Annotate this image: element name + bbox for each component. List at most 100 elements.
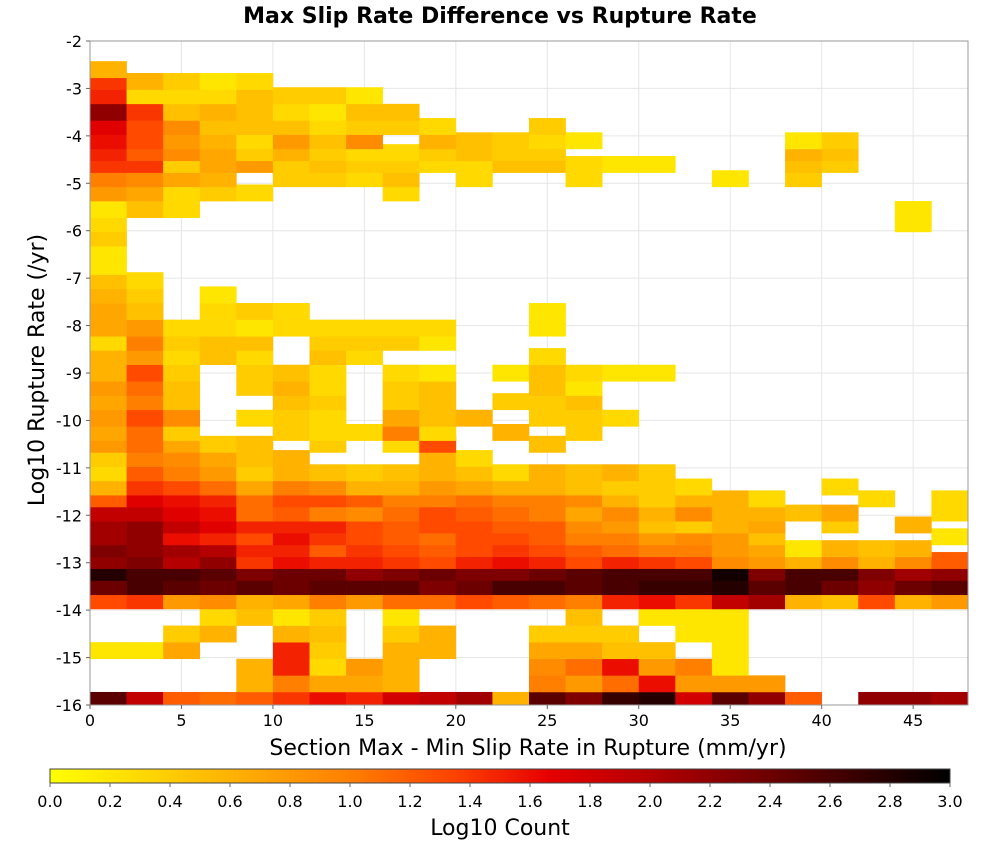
heatmap-cell bbox=[346, 423, 383, 441]
colorbar-tick-label: 1.4 bbox=[457, 792, 482, 811]
heatmap-cell bbox=[382, 423, 420, 441]
heatmap-cell bbox=[346, 578, 383, 596]
colorbar-tick-label: 1.0 bbox=[337, 792, 362, 811]
heatmap-cell bbox=[455, 450, 493, 467]
heatmap-cell bbox=[236, 303, 274, 320]
heatmap-cell bbox=[675, 608, 713, 626]
heatmap-cell bbox=[309, 464, 347, 482]
heatmap-cell bbox=[821, 592, 859, 610]
heatmap-cell bbox=[126, 348, 164, 365]
y-tick-label: -5 bbox=[66, 174, 82, 193]
heatmap-cell bbox=[894, 592, 932, 610]
heatmap-cell bbox=[638, 364, 676, 382]
y-tick-label: -7 bbox=[66, 269, 82, 288]
heatmap-cell bbox=[455, 409, 493, 427]
heatmap-cell bbox=[236, 504, 274, 522]
heatmap-cell bbox=[236, 184, 274, 202]
heatmap-cell bbox=[565, 378, 603, 396]
heatmap-cell bbox=[492, 592, 530, 610]
heatmap-cell bbox=[126, 364, 164, 382]
heatmap-cell bbox=[272, 675, 310, 693]
heatmap-cell bbox=[236, 73, 274, 90]
x-tick-label: 20 bbox=[446, 711, 466, 730]
heatmap-cell bbox=[199, 691, 237, 706]
heatmap-cell bbox=[419, 333, 457, 351]
heatmap-cell bbox=[675, 625, 713, 643]
heatmap-cell bbox=[565, 625, 603, 643]
heatmap-cell bbox=[236, 87, 274, 105]
heatmap-cell bbox=[163, 578, 201, 596]
heatmap-cell bbox=[272, 658, 310, 676]
heatmap-cell bbox=[199, 118, 237, 135]
heatmap-cell bbox=[90, 87, 127, 105]
heatmap-cell bbox=[236, 364, 274, 382]
heatmap-cell bbox=[419, 378, 457, 396]
heatmap-cell bbox=[163, 378, 201, 396]
heatmap-cell bbox=[163, 642, 201, 660]
heatmap-cell bbox=[309, 87, 347, 105]
heatmap-cell bbox=[419, 642, 457, 660]
heatmap-cell bbox=[638, 504, 676, 522]
heatmap-cell bbox=[272, 478, 310, 496]
heatmap-cell bbox=[529, 478, 566, 496]
heatmap-cell bbox=[90, 464, 127, 482]
heatmap-cell bbox=[309, 625, 347, 643]
heatmap-cell bbox=[455, 132, 493, 150]
heatmap-cell bbox=[199, 87, 237, 105]
heatmap-cell bbox=[272, 642, 310, 660]
heatmap-cell bbox=[163, 691, 201, 706]
heatmap-cell bbox=[126, 450, 164, 467]
heatmap-cell bbox=[565, 423, 603, 441]
heatmap-cell bbox=[309, 592, 347, 610]
y-tick-label: -16 bbox=[56, 696, 82, 715]
colorbar-tick-label: 1.6 bbox=[517, 792, 542, 811]
heatmap-cell bbox=[565, 364, 603, 382]
heatmap-cell bbox=[163, 184, 201, 202]
heatmap-cell bbox=[199, 286, 237, 304]
heatmap-cell bbox=[602, 464, 640, 482]
heatmap-cell bbox=[163, 423, 201, 441]
heatmap-cell bbox=[931, 592, 969, 610]
heatmap-cell bbox=[272, 409, 310, 427]
heatmap-cell bbox=[272, 118, 310, 135]
heatmap-cell bbox=[675, 478, 713, 496]
heatmap-cell bbox=[382, 333, 420, 351]
heatmap-cell bbox=[272, 625, 310, 643]
heatmap-cell bbox=[126, 409, 164, 427]
heatmap-cell bbox=[309, 319, 347, 337]
heatmap-cell bbox=[565, 658, 603, 676]
heatmap-cell bbox=[565, 393, 603, 411]
heatmap-cell bbox=[785, 578, 822, 596]
heatmap-cell bbox=[126, 303, 164, 320]
heatmap-cell bbox=[492, 423, 530, 441]
heatmap-cell bbox=[126, 378, 164, 396]
heatmap-cell bbox=[565, 132, 603, 150]
x-axis-ticks: 0 5 10 15 20 25 30 35 40 45 bbox=[85, 705, 923, 730]
heatmap-cell bbox=[638, 156, 676, 173]
y-tick-label: -15 bbox=[56, 649, 82, 668]
heatmap-cell bbox=[236, 103, 274, 121]
heatmap-cell bbox=[126, 393, 164, 411]
heatmap-cell bbox=[236, 450, 274, 467]
heatmap-cell bbox=[382, 103, 420, 121]
heatmap-cell bbox=[748, 675, 786, 693]
heatmap-cell bbox=[419, 132, 457, 150]
heatmap-cell bbox=[455, 578, 493, 596]
heatmap-cell bbox=[236, 608, 274, 626]
heatmap-cell bbox=[529, 691, 566, 706]
heatmap-cell bbox=[346, 170, 383, 188]
heatmap-cell bbox=[163, 170, 201, 188]
heatmap-cell bbox=[382, 578, 420, 596]
heatmap-cell bbox=[565, 478, 603, 496]
heatmap-cell bbox=[163, 333, 201, 351]
heatmap-cell bbox=[638, 578, 676, 596]
heatmap-cell bbox=[236, 675, 274, 693]
heatmap-cell bbox=[309, 393, 347, 411]
heatmap-cell bbox=[638, 592, 676, 610]
y-tick-label: -13 bbox=[56, 554, 82, 573]
heatmap-cell bbox=[309, 691, 347, 706]
colorbar-tick-label: 2.8 bbox=[877, 792, 902, 811]
heatmap-cell bbox=[565, 409, 603, 427]
colorbar-tick-label: 0.0 bbox=[37, 792, 62, 811]
